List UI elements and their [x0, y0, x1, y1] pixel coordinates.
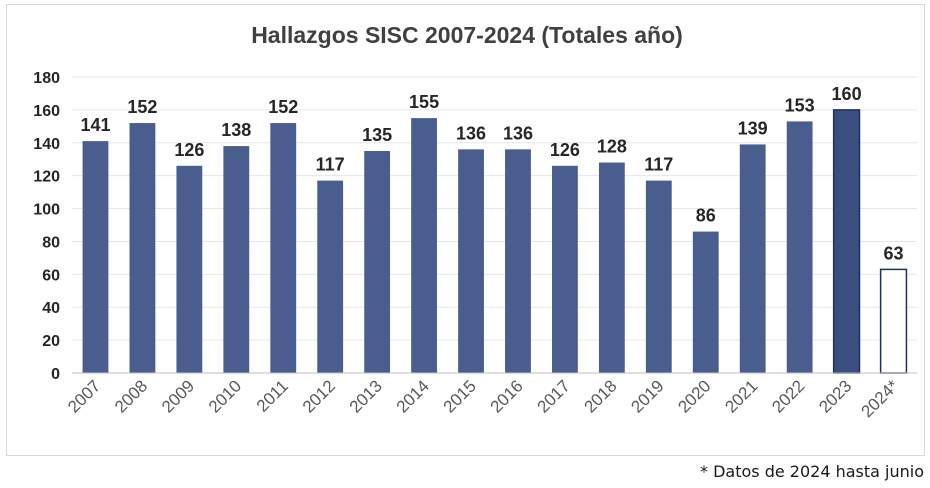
x-tick-label: 2024* [857, 376, 902, 421]
data-label: 138 [221, 120, 251, 140]
data-label: 126 [550, 140, 580, 160]
bar-2017 [552, 165, 578, 373]
x-tick-label: 2012 [299, 376, 339, 416]
gridlines [72, 76, 917, 341]
bar-2020 [692, 231, 719, 373]
data-label: 155 [409, 92, 439, 112]
x-tick-label: 2021 [721, 376, 761, 416]
bar-2008 [129, 123, 156, 374]
data-label: 135 [362, 125, 392, 145]
bar-2019 [645, 180, 672, 373]
data-label: 152 [127, 97, 157, 117]
bar-chart: Hallazgos SISC 2007-2024 (Totales año) 0… [33, 22, 917, 421]
x-tick-label: 2020 [674, 376, 714, 416]
bars [82, 109, 908, 374]
y-tick-label: 40 [42, 300, 60, 317]
x-tick-label: 2011 [253, 376, 292, 415]
data-label: 136 [456, 123, 486, 143]
y-tick-label: 20 [42, 333, 60, 350]
x-tick-label: 2008 [111, 376, 151, 416]
bar-2014 [411, 118, 437, 373]
x-tick-label: 2014 [393, 376, 433, 416]
y-tick-label: 160 [33, 103, 60, 120]
bar-2018 [598, 162, 625, 373]
y-tick-label: 60 [42, 267, 60, 284]
data-label: 136 [503, 123, 533, 143]
y-tick-label: 80 [42, 234, 60, 251]
data-label: 152 [268, 97, 298, 117]
y-tick-label: 180 [33, 70, 60, 87]
bar-2021 [739, 144, 766, 373]
data-label: 126 [174, 140, 204, 160]
x-tick-label: 2019 [627, 376, 667, 416]
data-label: 141 [80, 115, 110, 135]
y-axis-ticks: 0 20 40 60 80 100 120 140 160 180 [33, 70, 60, 383]
chart-title: Hallazgos SISC 2007-2024 (Totales año) [251, 22, 683, 48]
x-tick-label: 2010 [205, 376, 245, 416]
bar-2024* [879, 268, 908, 374]
y-tick-label: 120 [33, 169, 60, 186]
data-label: 86 [696, 206, 716, 226]
data-label: 139 [738, 118, 768, 138]
y-tick-label: 140 [33, 136, 60, 153]
x-tick-label: 2018 [581, 376, 621, 416]
bar-2015 [458, 149, 484, 373]
data-label: 117 [644, 155, 673, 175]
data-labels: 141 152 126 138 152 117 135 155 136 136 126 128 117 8… [80, 84, 903, 264]
x-tick-label: 2015 [440, 376, 480, 416]
bar-2013 [364, 151, 391, 373]
x-tick-label: 2016 [487, 376, 527, 416]
bar-2012 [317, 180, 344, 373]
x-tick-label: 2009 [158, 376, 198, 416]
bar-2023 [832, 109, 861, 374]
bar-2011 [270, 123, 297, 374]
x-tick-label: 2022 [768, 376, 808, 416]
data-label: 63 [884, 243, 904, 263]
x-axis-ticks: 2007 2008 2009 2010 2011 2012 2013 2014 2015 2016… [64, 376, 903, 421]
data-label: 153 [785, 95, 815, 115]
bar-2010 [223, 146, 250, 373]
x-tick-label: 2013 [346, 376, 386, 416]
data-label: 128 [597, 137, 627, 157]
data-label: 160 [832, 84, 862, 104]
bar-2007 [82, 141, 109, 373]
y-tick-label: 0 [51, 366, 60, 383]
x-tick-label: 2007 [64, 376, 104, 416]
chart-frame: Hallazgos SISC 2007-2024 (Totales año) 0… [6, 4, 925, 456]
data-label: 117 [316, 155, 345, 175]
y-tick-label: 100 [33, 202, 60, 219]
bar-2016 [505, 149, 531, 373]
bar-2009 [176, 165, 203, 373]
x-tick-label: 2023 [815, 376, 855, 416]
footnote: * Datos de 2024 hasta junio [700, 462, 924, 481]
bar-2022 [786, 121, 813, 374]
x-tick-label: 2017 [534, 376, 574, 416]
